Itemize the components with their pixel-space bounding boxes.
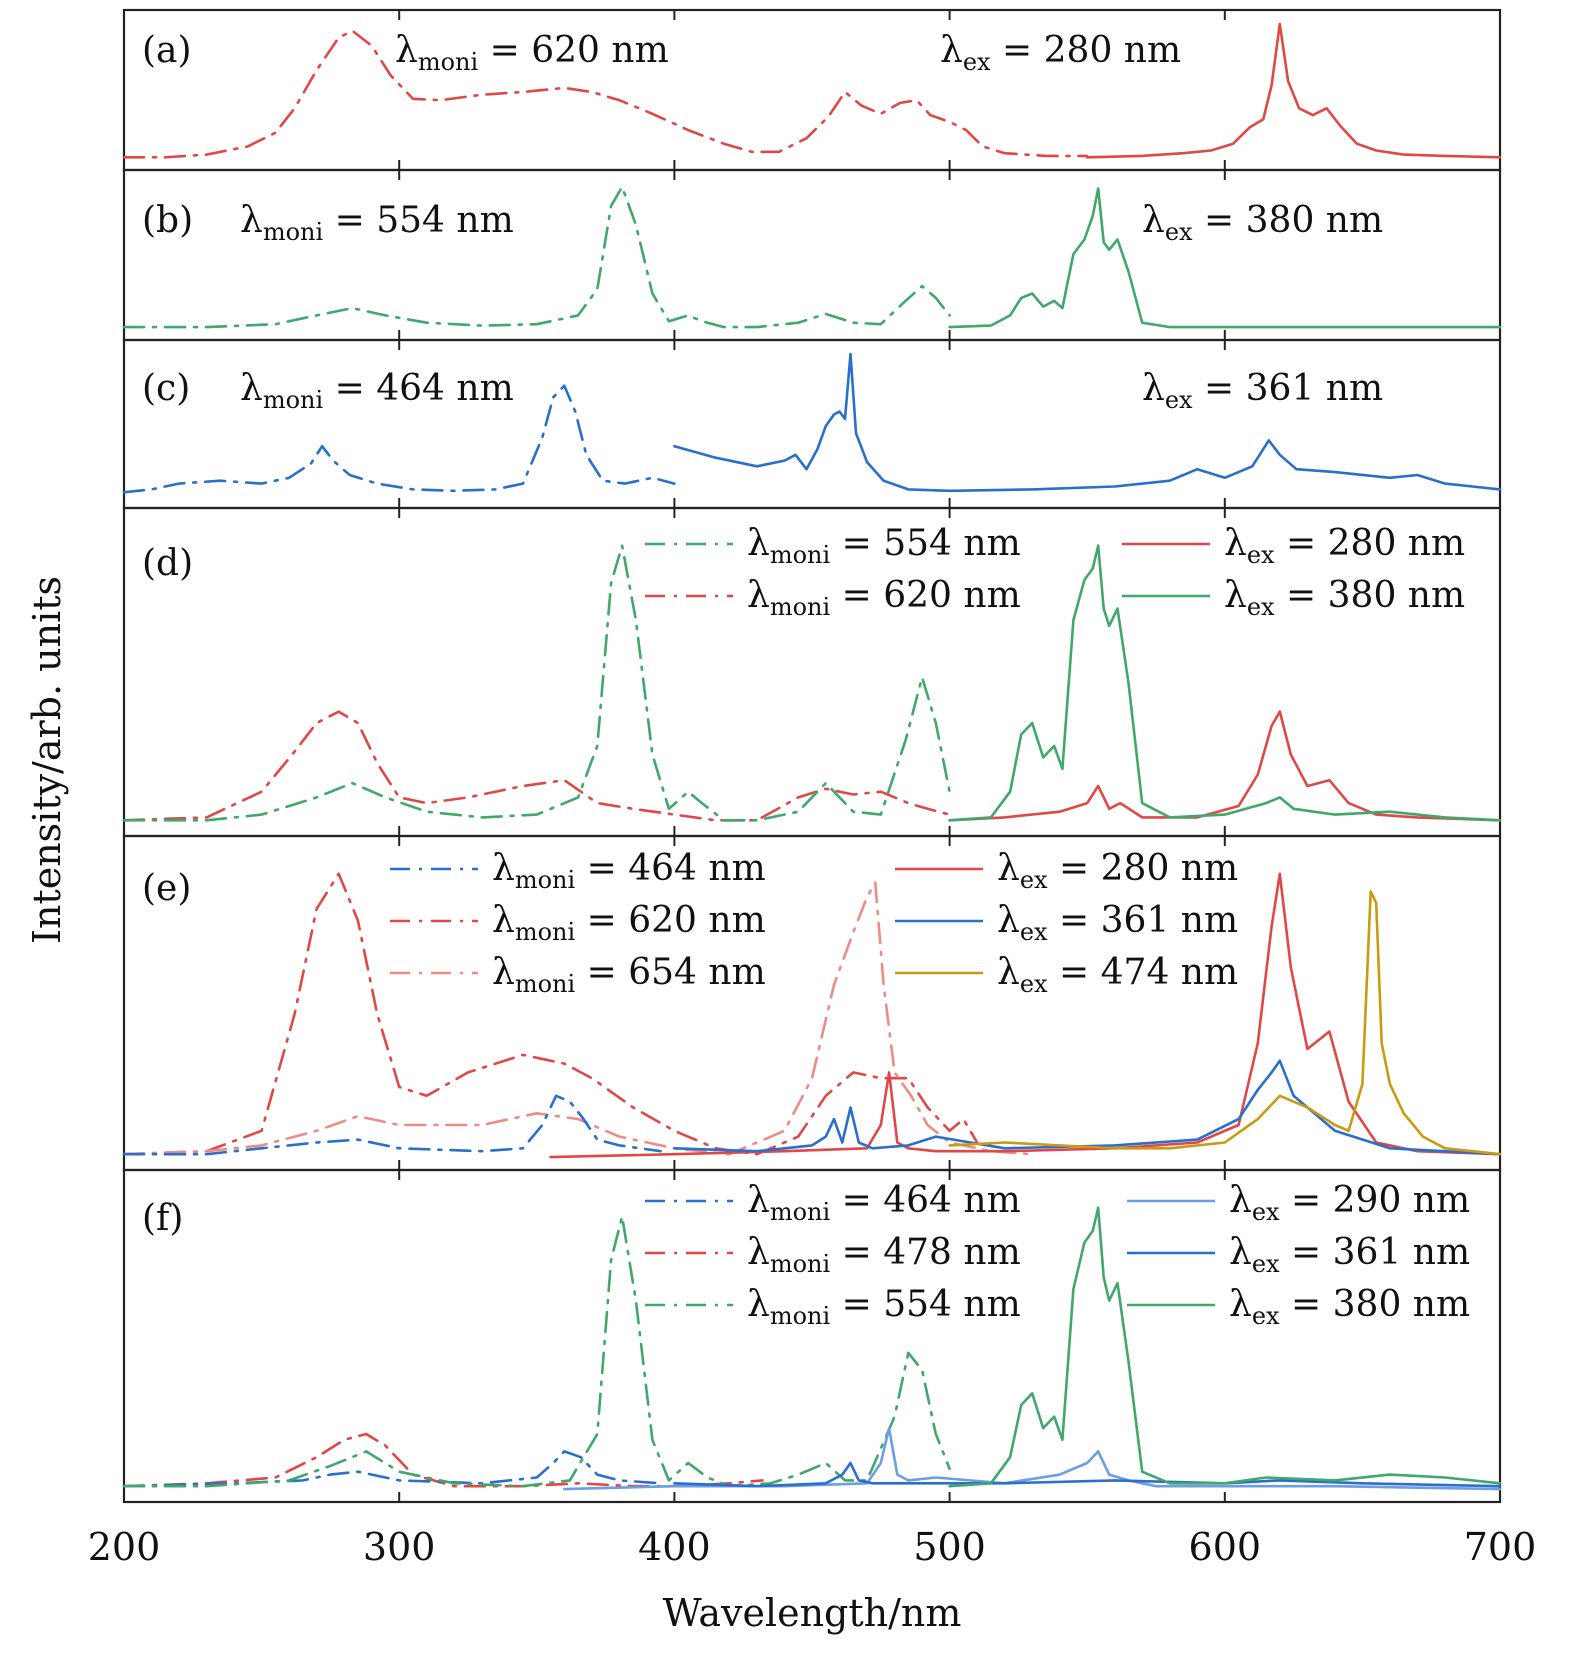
panel-annotation: λex = 361 nm xyxy=(1142,368,1383,414)
series-emission-red xyxy=(549,872,1502,1159)
legend-label: λex = 474 nm xyxy=(997,952,1238,998)
series-emission-blue xyxy=(673,1059,1502,1156)
series-excitation-green xyxy=(122,185,951,329)
panel-annotation: λmoni = 554 nm xyxy=(240,200,514,246)
legend-label: λex = 361 nm xyxy=(997,900,1238,946)
panel-d: (d) λmoni = 554 nm λmoni = 620 nm λex = 280… xyxy=(122,506,1502,838)
series-emission-gold xyxy=(948,890,1502,1156)
panel-frame xyxy=(122,338,1502,510)
series-excitation-blue xyxy=(122,1450,662,1488)
legend-label: λex = 280 nm xyxy=(997,848,1238,894)
x-tick-label: 500 xyxy=(913,1525,986,1569)
panel-frame xyxy=(122,834,1502,1172)
x-tick-label: 700 xyxy=(1464,1525,1537,1569)
x-tick-label: 400 xyxy=(638,1525,711,1569)
panel-annotation: λmoni = 464 nm xyxy=(240,368,514,414)
x-tick-label: 200 xyxy=(88,1525,161,1569)
panel-label: (a) xyxy=(142,30,192,71)
panel-label: (f) xyxy=(142,1198,183,1239)
legend-label: λmoni = 654 nm xyxy=(492,952,766,998)
x-tick-label: 300 xyxy=(363,1525,436,1569)
series-excitation-green xyxy=(122,544,951,822)
panel-frame xyxy=(122,1168,1502,1504)
legend-label: λmoni = 620 nm xyxy=(747,575,1021,621)
series-emission-blue xyxy=(673,1461,1502,1488)
panel-annotation: λex = 280 nm xyxy=(940,30,1181,76)
legend: λmoni = 464 nm λmoni = 478 nm λmoni = 554 … xyxy=(645,1180,1470,1330)
legend-label: λmoni = 464 nm xyxy=(747,1180,1021,1226)
panel-a: (a) λmoni = 620 nm λex = 280 nm xyxy=(122,8,1502,172)
panel-label: (c) xyxy=(142,368,190,409)
panel-frame xyxy=(122,8,1502,172)
series-emission-red xyxy=(1085,22,1502,159)
legend-label: λmoni = 554 nm xyxy=(747,1284,1021,1330)
legend: λmoni = 554 nm λmoni = 620 nm λex = 280 nm… xyxy=(645,523,1465,621)
panel-label: (d) xyxy=(142,543,193,584)
legend-label: λex = 361 nm xyxy=(1229,1232,1470,1278)
series-excitation-red xyxy=(122,872,979,1156)
panel-e: (e) λmoni = 464 nm λmoni = 620 nm λmoni = 6… xyxy=(122,834,1502,1172)
legend-label: λex = 380 nm xyxy=(1224,575,1465,621)
panel-b: (b) λmoni = 554 nm λex = 380 nm xyxy=(122,168,1502,342)
series-excitation-lightred xyxy=(122,881,1034,1156)
series-emission-green xyxy=(948,1206,1502,1488)
x-axis-label: Wavelength/nm xyxy=(663,1591,962,1635)
series-emission-green xyxy=(948,187,1502,329)
panel-label: (e) xyxy=(142,868,191,909)
series-emission-blue xyxy=(673,352,1502,493)
panel-frame xyxy=(122,168,1502,342)
legend: λmoni = 464 nm λmoni = 620 nm λmoni = 654 … xyxy=(390,848,1238,998)
series-emission-red xyxy=(948,710,1502,822)
x-tick-label: 600 xyxy=(1189,1525,1262,1569)
panel-f: (f) λmoni = 464 nm λmoni = 478 nm λmoni = 5… xyxy=(122,1168,1502,1504)
legend-label: λmoni = 478 nm xyxy=(747,1232,1021,1278)
legend-label: λex = 280 nm xyxy=(1224,523,1465,569)
legend-label: λex = 290 nm xyxy=(1229,1180,1470,1226)
series-excitation-red xyxy=(122,29,1089,159)
legend-label: λmoni = 620 nm xyxy=(492,900,766,946)
panel-annotation: λex = 380 nm xyxy=(1142,200,1383,246)
legend-label: λmoni = 554 nm xyxy=(747,523,1021,569)
y-axis-label: Intensity/arb. units xyxy=(25,576,69,944)
series-excitation-red xyxy=(122,710,951,822)
series-excitation-blue xyxy=(122,1094,662,1156)
legend-label: λex = 380 nm xyxy=(1229,1284,1470,1330)
series-excitation-green xyxy=(122,1215,951,1488)
panels-group: (a) λmoni = 620 nm λex = 280 nm (b) λmoni = … xyxy=(122,8,1502,1504)
panel-label: (b) xyxy=(142,200,193,241)
series-excitation-blue xyxy=(122,384,676,494)
panel-annotation: λmoni = 620 nm xyxy=(395,30,669,76)
x-axis: 200 300 400 500 600 700 xyxy=(88,1525,1537,1569)
series-emission-lightblue xyxy=(562,1426,1502,1491)
series-emission-green xyxy=(948,544,1502,822)
legend-label: λmoni = 464 nm xyxy=(492,848,766,894)
panel-c: (c) λmoni = 464 nm λex = 361 nm xyxy=(122,338,1502,510)
